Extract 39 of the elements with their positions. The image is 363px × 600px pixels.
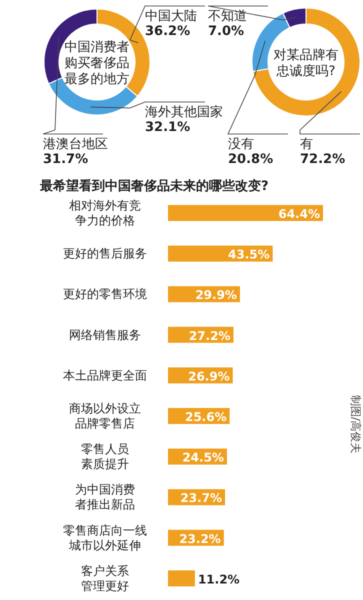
slice-label: 不知道 [208, 9, 247, 24]
data-label: 29.9% [195, 288, 237, 302]
data-label: 7.0% [208, 24, 244, 39]
y-tick-label: 零售商店向一线城市以外延伸 [63, 523, 147, 552]
slice-label: 有 [300, 137, 313, 152]
data-label: 32.1% [145, 120, 190, 135]
slice-label: 中国大陆 [145, 9, 197, 24]
donut-slice [252, 8, 360, 116]
text: 对某品牌有忠诚度吗? [274, 48, 338, 79]
y-tick-label: 零售人员素质提升 [81, 442, 129, 472]
data-label: 43.5% [228, 248, 270, 262]
data-label: 25.6% [184, 410, 227, 424]
bar [168, 205, 323, 221]
slice-label: 没有 [228, 137, 254, 152]
y-tick-label: 本土品牌更全面 [63, 368, 147, 382]
data-label: 11.2% [198, 572, 240, 586]
y-tick-label: 客户关系管理更好 [81, 564, 129, 593]
y-tick-label: 相对海外有竞争力的价格 [69, 198, 141, 228]
text: 制图/高俊夫 [349, 395, 362, 454]
data-label: 24.5% [182, 450, 224, 465]
y-tick-label: 更好的零售环境 [63, 287, 147, 302]
data-label: 31.7% [43, 152, 88, 167]
data-label: 64.4% [278, 207, 320, 221]
bar [168, 570, 195, 586]
data-label: 23.2% [179, 532, 221, 546]
data-label: 36.2% [145, 24, 190, 39]
data-label: 27.2% [188, 328, 230, 343]
slice-label: 港澳台地区 [43, 137, 108, 152]
text: 中国消费者购买奢侈品最多的地方 [64, 40, 130, 87]
data-label: 20.8% [228, 152, 274, 167]
data-label: 23.7% [180, 491, 222, 506]
slice-label: 海外其他国家 [145, 104, 223, 120]
y-tick-label: 为中国消费者推出新品 [75, 482, 135, 512]
y-tick-label: 更好的售后服务 [63, 246, 147, 261]
y-tick-label: 网络销售服务 [69, 328, 141, 342]
data-label: 26.9% [188, 369, 230, 384]
chart-title: 最希望看到中国奢侈品未来的哪些改变? [39, 178, 269, 194]
data-label: 72.2% [300, 152, 346, 167]
y-tick-label: 商场以外设立品牌零售店 [69, 402, 141, 430]
